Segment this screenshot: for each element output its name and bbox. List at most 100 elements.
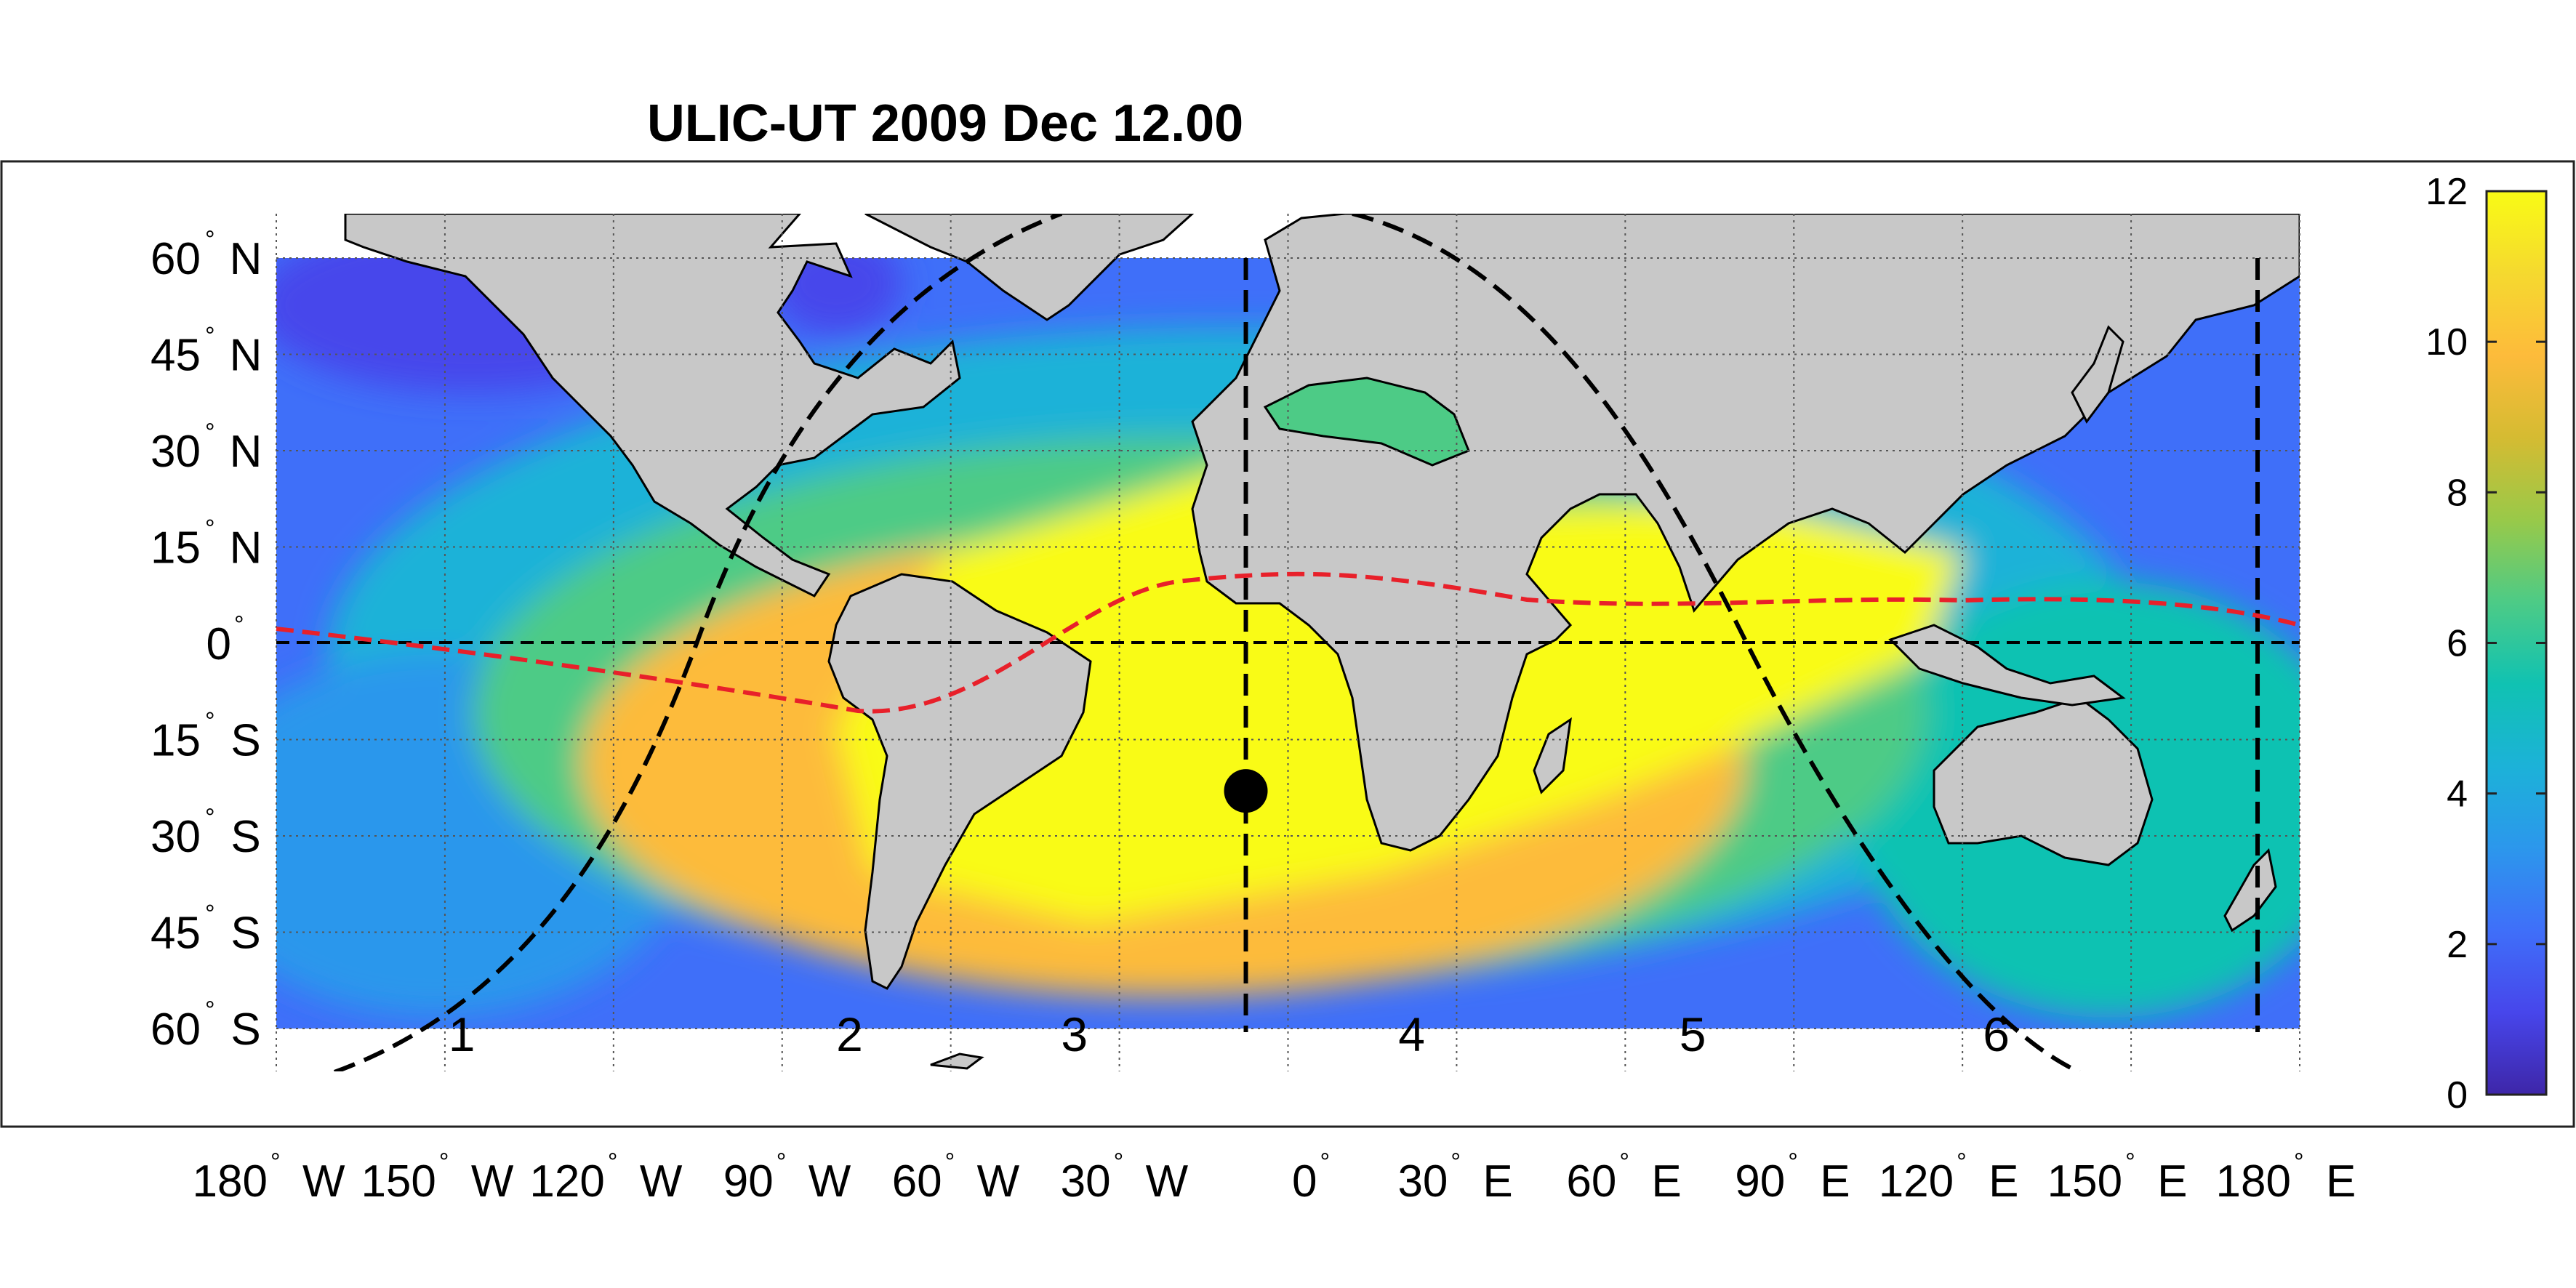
degree-symbol: °: [205, 804, 215, 832]
longitude-hemisphere: E: [1989, 1156, 2018, 1207]
longitude-label: 60 ° W: [892, 1148, 1020, 1207]
degree-symbol: °: [205, 708, 215, 736]
figure-frame: [0, 160, 2575, 1128]
dashed-meridians: [1243, 258, 2260, 1032]
longitude-value: 180: [193, 1156, 268, 1207]
longitude-label: 90 ° E: [1735, 1148, 1850, 1207]
longitude-value: 90: [723, 1156, 774, 1207]
greenland-land: [864, 214, 1195, 321]
zone-label-4: 4: [1398, 1007, 1425, 1061]
latitude-label: 15 ° S: [151, 708, 261, 766]
longitude-label: 30 ° W: [1061, 1148, 1189, 1207]
degree-symbol: °: [777, 1148, 787, 1176]
eurasia-africa-land: [1191, 214, 2300, 852]
terminator-curves: [333, 214, 2081, 1071]
degree-symbol: °: [234, 611, 244, 639]
degree-symbol: °: [945, 1148, 955, 1176]
longitude-hemisphere: E: [1482, 1156, 1512, 1207]
longitude-value: 90: [1735, 1156, 1785, 1207]
terminator-west: [333, 214, 1063, 1071]
latitude-label: 30 ° N: [151, 419, 262, 477]
latitude-hemisphere: N: [230, 331, 262, 381]
latitude-value: 45: [151, 331, 201, 381]
degree-symbol: °: [205, 515, 215, 543]
madagascar-land: [1533, 717, 1572, 794]
latitude-label: 60 ° S: [151, 997, 261, 1055]
zone-label-3: 3: [1061, 1007, 1088, 1061]
longitude-label: 150 ° E: [2047, 1148, 2188, 1207]
latitude-labels: 60 ° N45 ° N30 ° N15 ° N0 °15 ° S30 ° S45 ° S60 ° S: [151, 226, 262, 1055]
south-america-land: [827, 573, 1092, 990]
colorbar-ticks: 0 2 4 6 8 10 12: [2425, 171, 2546, 1116]
latitude-hemisphere: N: [230, 234, 262, 284]
longitude-hemisphere: E: [2157, 1156, 2187, 1207]
land-masses: [344, 214, 2300, 1070]
red-dashed-curve: [276, 571, 2300, 714]
zone-label-6: 6: [1983, 1007, 2010, 1061]
zone-label-2: 2: [836, 1007, 863, 1061]
degree-symbol: °: [205, 323, 215, 350]
degree-symbol: °: [1450, 1148, 1461, 1176]
longitude-hemisphere: E: [1820, 1156, 1850, 1207]
new-zealand-land: [2223, 848, 2277, 933]
latitude-value: 15: [151, 716, 201, 766]
latitude-value: 30: [151, 812, 201, 862]
longitude-label: 90 ° W: [723, 1148, 851, 1207]
longitude-value: 150: [2047, 1156, 2122, 1207]
longitude-label: 0 °: [1292, 1148, 1330, 1207]
colorbar-tick-label: 10: [2425, 321, 2468, 363]
degree-symbol: °: [205, 226, 215, 254]
zone-labels: 1 2 3 4 5 6: [449, 1007, 2010, 1061]
latitude-hemisphere: N: [230, 427, 262, 477]
degree-symbol: °: [1788, 1148, 1798, 1176]
japan-land: [2071, 325, 2124, 424]
colorbar-tick-label: 2: [2447, 924, 2468, 966]
degree-symbol: °: [270, 1148, 281, 1176]
longitude-labels: 180 ° W 150 ° W 120 ° W 90 ° W 60 ° W 30 ° W 0 ° 30 ° E 60 ° E 90 °…: [193, 1148, 2356, 1207]
longitude-hemisphere: W: [640, 1156, 683, 1207]
longitude-label: 150 ° W: [361, 1148, 513, 1207]
degree-symbol: °: [1114, 1148, 1124, 1176]
degree-symbol: °: [2125, 1148, 2135, 1176]
colorbar-tick-label: 6: [2447, 623, 2468, 665]
longitude-label: 30 ° E: [1397, 1148, 1512, 1207]
terminator-east: [1352, 214, 2081, 1071]
longitude-hemisphere: W: [808, 1156, 851, 1207]
latitude-hemisphere: S: [230, 716, 260, 766]
latitude-hemisphere: S: [230, 1005, 260, 1055]
latitude-value: 0: [206, 619, 231, 669]
longitude-hemisphere: E: [2326, 1156, 2356, 1207]
longitude-hemisphere: W: [302, 1156, 345, 1207]
latitude-value: 15: [151, 523, 201, 573]
longitude-label: 120 ° W: [529, 1148, 682, 1207]
zone-label-1: 1: [449, 1007, 476, 1061]
map-title: ULIC-UT 2009 Dec 12.00: [647, 94, 1243, 153]
longitude-hemisphere: W: [1146, 1156, 1189, 1207]
colorbar: 0 2 4 6 8 10 12: [2425, 171, 2548, 1116]
longitude-hemisphere: W: [471, 1156, 514, 1207]
longitude-hemisphere: W: [977, 1156, 1020, 1207]
latitude-hemisphere: S: [230, 909, 260, 959]
latitude-label: 30 ° S: [151, 804, 261, 862]
latitude-label: 0 °: [206, 611, 244, 669]
antarctic-peninsula-land: [930, 1052, 984, 1070]
latitude-value: 30: [151, 427, 201, 477]
latitude-label: 45 ° S: [151, 901, 261, 959]
degree-symbol: °: [1320, 1148, 1331, 1176]
longitude-value: 150: [361, 1156, 436, 1207]
subsolar-point-marker: [1224, 769, 1268, 813]
latitude-value: 60: [151, 1005, 201, 1055]
zone-label-5: 5: [1680, 1007, 1706, 1061]
latitude-hemisphere: N: [230, 523, 262, 573]
latitude-value: 60: [151, 234, 201, 284]
longitude-value: 180: [2216, 1156, 2291, 1207]
latitude-label: 60 ° N: [151, 226, 262, 284]
longitude-value: 0: [1292, 1156, 1317, 1207]
longitude-label: 180 ° W: [193, 1148, 345, 1207]
longitude-value: 60: [892, 1156, 942, 1207]
degree-symbol: °: [1957, 1148, 1967, 1176]
degree-symbol: °: [2294, 1148, 2304, 1176]
degree-symbol: °: [205, 419, 215, 446]
degree-symbol: °: [608, 1148, 618, 1176]
